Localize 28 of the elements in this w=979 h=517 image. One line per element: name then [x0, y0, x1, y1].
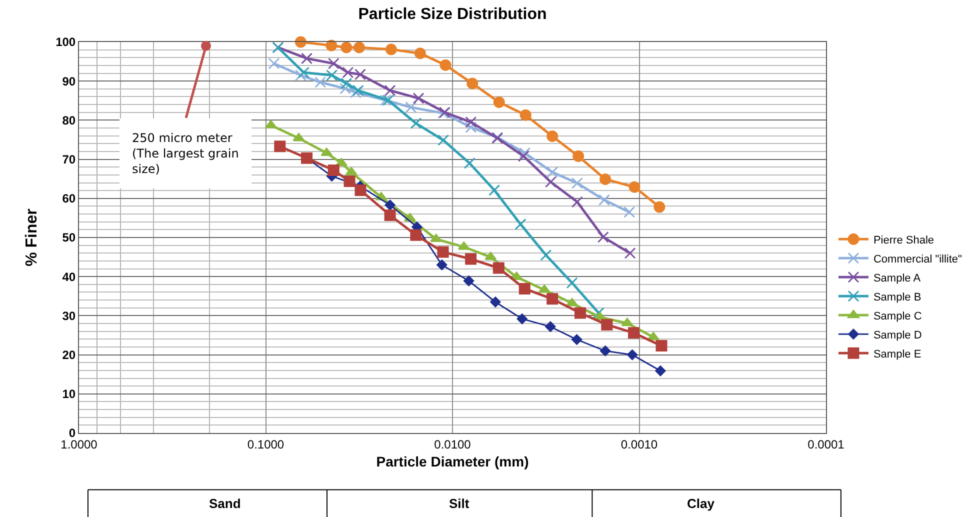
legend-label: Sample A	[873, 272, 922, 284]
y-tick-label: 80	[62, 113, 76, 128]
y-tick-label: 70	[62, 152, 76, 166]
legend-label: Sample D	[873, 329, 922, 342]
annotation: 250 micro meter (The largest grain size)	[132, 131, 239, 176]
y-tick-label: 30	[62, 308, 76, 323]
y-tick-label: 40	[62, 270, 76, 284]
text: Sand	[209, 496, 241, 511]
legend-label: Commercial "illite"	[873, 253, 962, 266]
text: Clay	[687, 496, 716, 511]
legend-label: Sample E	[873, 348, 922, 360]
legend-label: Sample B	[873, 291, 922, 304]
y-tick-label: 50	[62, 230, 76, 245]
x-tick-label: 0.0010	[620, 437, 658, 452]
y-tick-label: 100	[56, 35, 76, 50]
x-tick-label: 0.1000	[247, 437, 284, 452]
x-axis-title: Particle Diameter (mm)	[376, 454, 529, 470]
text: Silt	[449, 496, 470, 511]
y-tick-label: 60	[62, 192, 76, 206]
y-tick-label: 90	[62, 74, 76, 88]
x-tick-label: 0.0001	[808, 437, 845, 452]
legend-label: Pierre Shale	[873, 234, 934, 246]
chart-title: Particle Size Distribution	[358, 6, 547, 23]
x-tick-label: 0.0100	[434, 437, 472, 452]
legend-label: Sample C	[873, 310, 922, 322]
y-tick-label: 20	[62, 348, 76, 362]
y-tick-label: 10	[62, 387, 76, 402]
y-axis-title: % Finer	[23, 208, 40, 266]
